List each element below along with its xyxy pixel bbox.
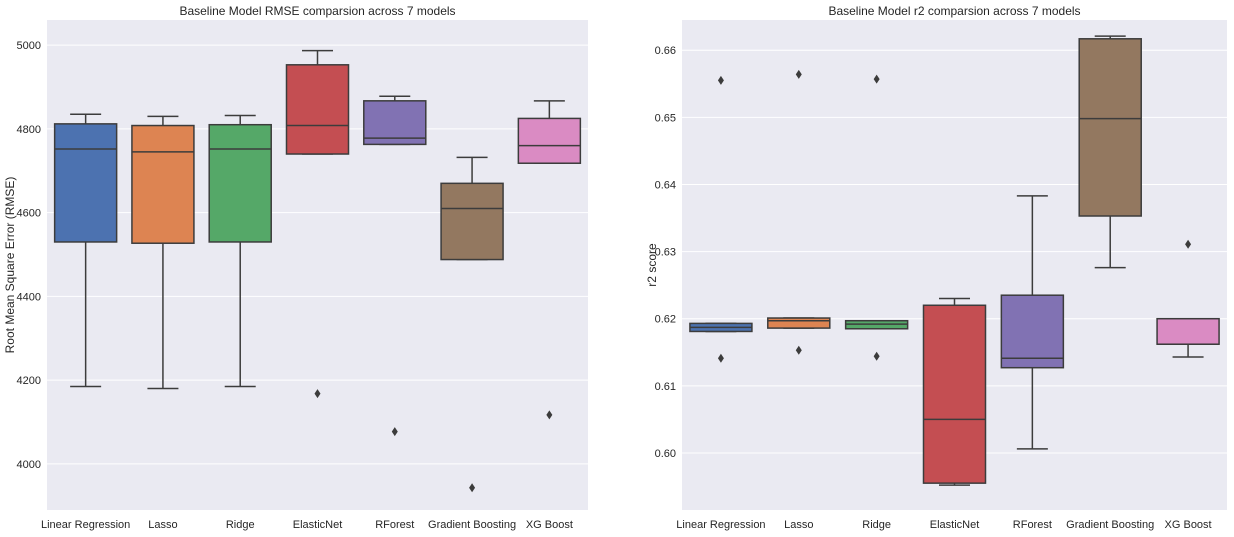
r2-box-body: [1000, 294, 1065, 369]
r2-x-tick-label: XG Boost: [1165, 519, 1212, 531]
r2-chart-panel: 0.60 0.61 0.62 0.63 0.64 0.65 0.66 Baseline Mod…: [645, 4, 1227, 531]
r2-x-tick-label: Ridge: [862, 519, 891, 531]
rmse-box-2: [208, 114, 272, 388]
rmse-x-tick-label: Linear Regression: [41, 519, 130, 531]
r2-y-axis-label: r2 score: [645, 243, 659, 287]
r2-x-tick-label: Lasso: [784, 519, 813, 531]
rmse-box-3: [285, 49, 350, 399]
r2-y-tick-label: 0.61: [655, 381, 676, 393]
rmse-outlier-point: [546, 410, 553, 420]
r2-box-body: [1156, 317, 1220, 345]
r2-outlier-point: [717, 75, 724, 85]
r2-y-tick-label: 0.62: [655, 314, 676, 326]
rmse-x-tick-label: Lasso: [148, 519, 177, 531]
r2-outlier-point: [873, 74, 880, 84]
r2-x-tick-label: Linear Regression: [676, 519, 765, 531]
rmse-box-body: [208, 123, 272, 243]
r2-box-body: [1078, 38, 1142, 217]
rmse-y-tick-label: 4000: [17, 459, 41, 471]
r2-outlier-point: [795, 345, 802, 355]
r2-y-tick-label: 0.60: [655, 448, 676, 460]
rmse-x-tick-label: XG Boost: [526, 519, 573, 531]
r2-box-body: [767, 317, 831, 329]
r2-box-body: [922, 304, 987, 484]
rmse-box-body: [53, 123, 118, 243]
rmse-y-axis-label: Root Mean Square Error (RMSE): [3, 177, 17, 354]
r2-box-0: [689, 75, 753, 363]
r2-y-tick-label: 0.64: [655, 179, 676, 191]
rmse-box-body: [131, 124, 195, 244]
r2-outlier-point: [873, 351, 880, 361]
r2-box-5: [1078, 35, 1142, 269]
rmse-chart-panel: 4000 4200 4400 4600 4800 5000 Baseline Model R…: [3, 4, 588, 531]
r2-box-6: [1156, 239, 1220, 358]
rmse-outlier-point: [391, 427, 398, 437]
r2-x-tick-label: RForest: [1013, 519, 1052, 531]
rmse-y-tick-label: 4800: [17, 124, 41, 136]
rmse-y-tick-label: 5000: [17, 40, 41, 52]
rmse-y-tick-label: 4600: [17, 208, 41, 220]
rmse-x-tick-label: Gradient Boosting: [428, 519, 516, 531]
r2-box-4: [1000, 195, 1065, 450]
rmse-x-tick-label: RForest: [375, 519, 414, 531]
rmse-y-tick-label: 4400: [17, 291, 41, 303]
rmse-box-0: [53, 113, 118, 388]
r2-chart-title: Baseline Model r2 comparsion across 7 mo…: [828, 4, 1080, 18]
rmse-box-body: [285, 64, 350, 155]
r2-y-tick-label: 0.63: [655, 247, 676, 259]
r2-box-2: [844, 74, 909, 361]
rmse-outlier-point: [314, 389, 321, 399]
rmse-box-1: [131, 115, 195, 390]
r2-box-3: [922, 297, 987, 486]
rmse-y-tick-label: 4200: [17, 375, 41, 387]
r2-x-tick-label: Gradient Boosting: [1066, 519, 1154, 531]
r2-x-tick-label: ElasticNet: [930, 519, 980, 531]
rmse-box-6: [517, 100, 582, 420]
rmse-box-5: [440, 156, 504, 493]
r2-outlier-point: [717, 353, 724, 363]
rmse-box-body: [517, 117, 582, 164]
r2-outlier-point: [795, 69, 802, 79]
rmse-x-tick-label: ElasticNet: [293, 519, 343, 531]
r2-y-tick-label: 0.66: [655, 45, 676, 57]
rmse-box-4: [363, 95, 427, 437]
rmse-chart-title: Baseline Model RMSE comparsion across 7 …: [179, 4, 455, 18]
r2-box-1: [767, 69, 831, 355]
r2-y-tick-label: 0.65: [655, 112, 676, 124]
rmse-box-body: [440, 182, 504, 261]
rmse-x-tick-label: Ridge: [226, 519, 255, 531]
rmse-outlier-point: [469, 483, 476, 493]
r2-outlier-point: [1185, 239, 1192, 249]
rmse-box-body: [363, 100, 427, 146]
